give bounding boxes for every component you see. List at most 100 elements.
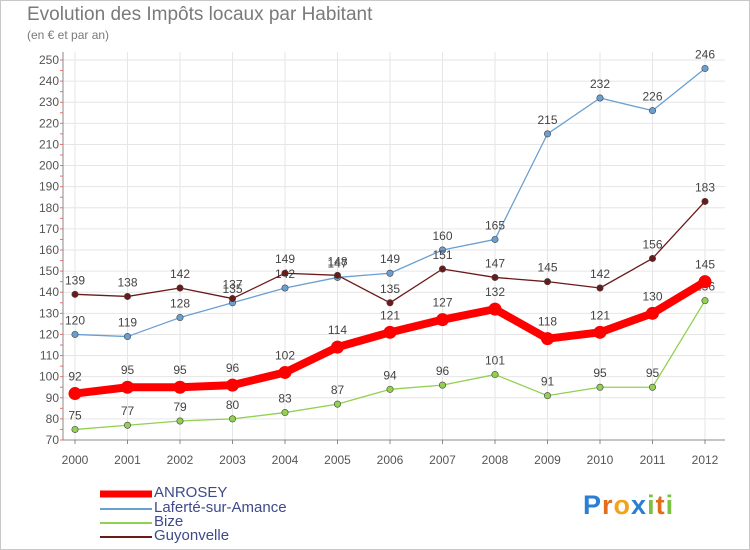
x-tick-label: 2012 <box>692 453 719 467</box>
x-tick-label: 2005 <box>324 453 351 467</box>
legend-swatch-anrosey <box>100 490 152 498</box>
data-label-laferte-sur-amance: 160 <box>432 229 452 243</box>
data-label-bize: 94 <box>383 368 397 382</box>
data-label-bize: 96 <box>436 364 450 378</box>
data-point-bize <box>596 383 604 391</box>
data-point-anrosey <box>331 340 344 354</box>
data-label-anrosey: 95 <box>173 363 187 377</box>
data-point-bize <box>333 400 341 408</box>
logo-letter: t <box>655 490 666 520</box>
x-tick-label: 2001 <box>114 453 141 467</box>
data-point-guyonvelle <box>281 269 289 277</box>
logo-letter: o <box>613 490 632 520</box>
data-point-bize <box>281 409 289 417</box>
data-label-anrosey: 127 <box>432 296 452 310</box>
y-tick-label: 250 <box>39 53 59 67</box>
data-label-anrosey: 121 <box>590 308 610 322</box>
data-label-guyonvelle: 139 <box>65 273 85 287</box>
data-point-bize <box>124 421 132 429</box>
logo-letter: P <box>583 490 603 520</box>
data-point-laferte-sur-amance <box>543 130 551 138</box>
data-point-guyonvelle <box>648 254 656 262</box>
data-point-anrosey <box>488 302 502 316</box>
y-tick-label: 240 <box>39 74 59 88</box>
data-label-guyonvelle: 183 <box>695 180 715 194</box>
chart-title: Evolution des Impôts locaux par Habitant <box>27 4 373 25</box>
data-point-anrosey <box>68 387 82 401</box>
data-label-laferte-sur-amance: 147 <box>327 256 347 270</box>
data-label-anrosey: 145 <box>695 258 715 272</box>
data-label-guyonvelle: 149 <box>275 252 295 266</box>
data-label-laferte-sur-amance: 135 <box>222 282 242 296</box>
data-label-anrosey: 130 <box>642 289 662 303</box>
y-tick-label: 200 <box>39 159 59 173</box>
x-tick-label: 2004 <box>272 453 299 467</box>
data-point-bize <box>71 425 79 433</box>
data-point-guyonvelle <box>333 271 341 279</box>
y-tick-label: 190 <box>39 180 59 194</box>
data-label-laferte-sur-amance: 226 <box>642 90 662 104</box>
data-label-laferte-sur-amance: 246 <box>695 47 715 61</box>
data-label-laferte-sur-amance: 149 <box>380 252 400 266</box>
legend-label-laferte: Laferté-sur-Amance <box>154 499 287 516</box>
data-point-guyonvelle <box>543 278 551 286</box>
data-point-anrosey <box>436 313 449 327</box>
data-point-guyonvelle <box>176 284 184 292</box>
data-point-bize <box>648 383 656 391</box>
data-point-bize <box>543 392 551 400</box>
data-label-laferte-sur-amance: 128 <box>170 297 190 311</box>
x-tick-label: 2002 <box>167 453 194 467</box>
legend-swatch-laferte <box>100 508 152 510</box>
data-label-laferte-sur-amance: 215 <box>537 113 557 127</box>
plot-area <box>63 52 725 440</box>
x-tick-label: 2010 <box>587 453 614 467</box>
y-tick-label: 90 <box>46 391 60 405</box>
data-label-bize: 101 <box>485 354 505 368</box>
data-label-bize: 77 <box>121 404 135 418</box>
y-tick-label: 210 <box>39 137 59 151</box>
data-label-laferte-sur-amance: 119 <box>118 316 137 330</box>
data-label-bize: 91 <box>541 375 555 389</box>
data-point-bize <box>386 385 394 393</box>
data-label-laferte-sur-amance: 165 <box>485 218 505 232</box>
data-point-anrosey <box>278 365 292 379</box>
data-point-anrosey <box>173 380 187 394</box>
x-tick-label: 2003 <box>219 453 246 467</box>
data-label-guyonvelle: 148 <box>327 254 347 268</box>
x-tick-label: 2006 <box>377 453 404 467</box>
y-tick-label: 160 <box>39 243 59 257</box>
data-point-laferte-sur-amance <box>648 107 656 115</box>
data-label-guyonvelle: 142 <box>590 267 610 281</box>
logo-letter: r <box>602 490 614 520</box>
legend-swatch-bize <box>100 522 152 524</box>
data-label-laferte-sur-amance: 120 <box>65 313 85 327</box>
data-point-anrosey <box>383 325 397 339</box>
data-label-guyonvelle: 156 <box>642 237 662 251</box>
data-point-anrosey <box>646 306 659 320</box>
x-tick-label: 2011 <box>640 453 666 467</box>
data-label-bize: 80 <box>226 398 240 412</box>
data-point-laferte-sur-amance <box>438 246 446 254</box>
data-point-anrosey <box>593 325 607 339</box>
data-label-guyonvelle: 145 <box>537 261 557 275</box>
data-point-guyonvelle <box>124 292 132 300</box>
y-tick-label: 120 <box>39 327 59 341</box>
proxiti-logo: Proxiti <box>583 490 693 526</box>
y-tick-label: 150 <box>39 264 59 278</box>
data-point-guyonvelle <box>71 290 79 298</box>
data-point-bize <box>701 297 709 305</box>
data-label-guyonvelle: 138 <box>117 275 137 289</box>
y-tick-label: 110 <box>40 349 59 363</box>
data-point-anrosey <box>121 380 134 394</box>
data-point-anrosey <box>541 332 554 346</box>
data-point-laferte-sur-amance <box>596 94 604 102</box>
x-tick-label: 2008 <box>482 453 509 467</box>
data-label-bize: 87 <box>331 383 345 397</box>
y-tick-label: 80 <box>46 412 60 426</box>
y-tick-label: 70 <box>46 433 60 447</box>
data-label-bize: 79 <box>173 400 187 414</box>
data-label-anrosey: 102 <box>275 348 295 362</box>
data-label-bize: 95 <box>593 366 607 380</box>
y-tick-label: 180 <box>39 201 59 215</box>
